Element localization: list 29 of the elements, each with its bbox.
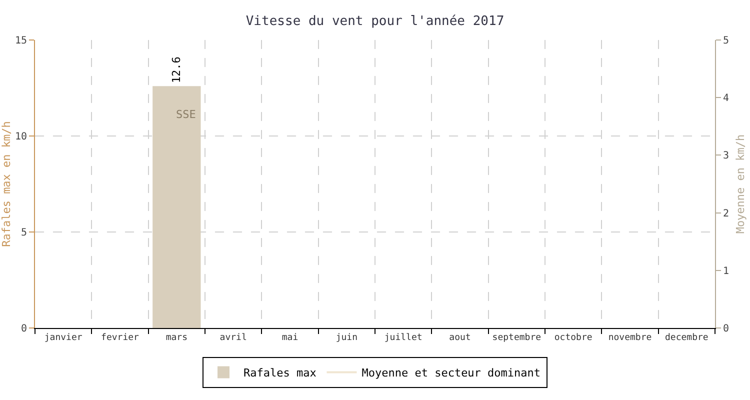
annotation: SSE <box>176 108 196 121</box>
legend-label: Moyenne et secteur dominant <box>362 366 541 380</box>
y2-tick-label: 0 <box>723 324 730 334</box>
x-tick-label: mars <box>166 332 188 343</box>
x-tick-label: juillet <box>384 332 422 343</box>
data-label: 12.6 <box>170 56 184 84</box>
y2-tick-label: 5 <box>723 36 730 46</box>
y-tick-label: 15 <box>14 36 27 46</box>
x-tick-label: fevrier <box>101 332 140 343</box>
chart-title: Vitesse du vent pour l'année 2017 <box>246 14 504 30</box>
x-tick-label: decembre <box>664 332 708 343</box>
y2-tick-label: 2 <box>723 208 730 220</box>
y2-tick-label: 1 <box>723 266 730 277</box>
x-tick-label: mai <box>282 332 298 343</box>
y2-axis-title: Moyenne en km/h <box>734 134 748 234</box>
y2-tick-label: 3 <box>723 150 730 162</box>
x-tick-label: avril <box>220 332 247 343</box>
legend-label: Rafales max <box>244 366 317 380</box>
x-tick-label: novembre <box>608 332 652 343</box>
y-axis-title: Rafales max en km/h <box>0 121 13 247</box>
y-tick-label: 5 <box>20 228 27 238</box>
x-tick-label: janvier <box>44 332 83 343</box>
y-tick-label: 10 <box>14 132 27 142</box>
y-tick-label: 0 <box>20 324 27 334</box>
x-tick-label: octobre <box>554 332 592 343</box>
x-tick-label: septembre <box>492 332 542 343</box>
y2-tick-label: 4 <box>723 93 730 104</box>
x-tick-label: juin <box>336 332 358 343</box>
x-tick-label: aout <box>449 332 471 343</box>
